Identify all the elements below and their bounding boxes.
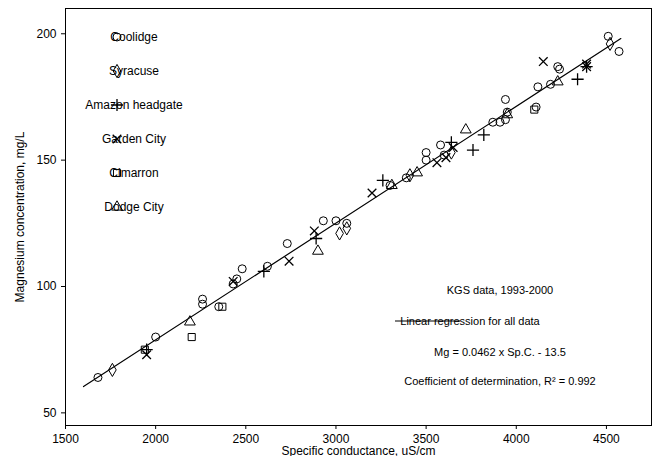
svg-text:Amazon headgate: Amazon headgate	[85, 98, 183, 112]
svg-text:Garden City: Garden City	[102, 132, 166, 146]
svg-text:Cimarron: Cimarron	[109, 166, 158, 180]
svg-text:3000: 3000	[322, 432, 350, 446]
svg-text:Syracuse: Syracuse	[109, 64, 159, 78]
svg-text:2500: 2500	[232, 432, 259, 446]
svg-text:150: 150	[36, 153, 56, 167]
svg-text:4500: 4500	[593, 432, 620, 446]
svg-text:Dodge City: Dodge City	[104, 200, 163, 214]
svg-text:Coefficient of determination,: Coefficient of determination, R² = 0.992	[404, 375, 596, 387]
svg-text:4000: 4000	[503, 432, 530, 446]
svg-text:KGS data, 1993-2000: KGS data, 1993-2000	[447, 284, 553, 296]
svg-text:Coolidge: Coolidge	[110, 30, 158, 44]
svg-text:Mg = 0.0462 x Sp.C. - 13.5: Mg = 0.0462 x Sp.C. - 13.5	[434, 346, 566, 358]
svg-text:Specific conductance, uS/cm: Specific conductance, uS/cm	[281, 444, 435, 456]
svg-text:Linear regression for all data: Linear regression for all data	[400, 315, 540, 327]
svg-text:2000: 2000	[142, 432, 169, 446]
svg-text:200: 200	[36, 27, 56, 41]
svg-text:1500: 1500	[52, 432, 79, 446]
svg-text:50: 50	[43, 406, 57, 420]
svg-text:100: 100	[36, 279, 56, 293]
svg-text:Magnesium concentration, mg/L: Magnesium concentration, mg/L	[13, 131, 27, 302]
svg-text:3500: 3500	[412, 432, 440, 446]
